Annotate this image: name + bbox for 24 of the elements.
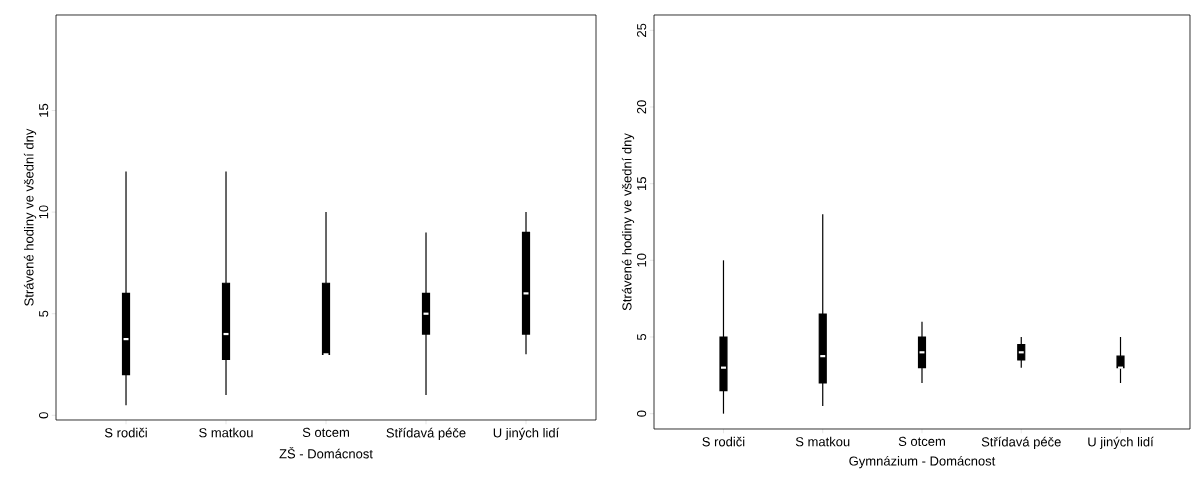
x-tick-label: S otcem [302, 427, 349, 437]
y-tick-label: 20 [637, 100, 647, 114]
x-tick-label: Střídavá péče [386, 427, 466, 441]
x-tick-label: S rodiči [104, 427, 147, 438]
x-tick-label: S otcem [898, 436, 945, 446]
y-tick-label: 10 [637, 253, 647, 267]
x-tick-label: U jiných lidí [493, 427, 560, 441]
y-tick-label: 10 [39, 205, 49, 219]
y-tick-label: 0 [637, 410, 647, 417]
y-tick-label: 15 [637, 176, 647, 190]
x-tick-label: Střídavá péče [981, 436, 1061, 450]
y-tick-label: 15 [39, 103, 49, 117]
y-tick-label: 0 [39, 412, 49, 419]
y-tick-label: 5 [637, 333, 647, 341]
x-tick-label: S rodiči [702, 436, 745, 447]
y-axis-title: Strávené hodiny ve všední dny [621, 133, 635, 311]
y-axis-title: Strávené hodiny ve všední dny [23, 128, 37, 306]
y-tick-label: 25 [637, 23, 647, 37]
x-tick-label: S matkou [795, 436, 850, 447]
y-tick-label: 5 [39, 310, 49, 317]
x-tick-label: U jiných lidí [1088, 436, 1154, 450]
x-axis-title: Gymnázium - Domácnost [849, 455, 996, 469]
x-axis-title: ZŠ - Domácnost [279, 446, 373, 459]
x-tick-label: S matkou [199, 427, 253, 438]
